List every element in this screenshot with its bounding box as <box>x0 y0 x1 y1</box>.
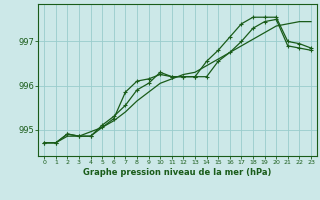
X-axis label: Graphe pression niveau de la mer (hPa): Graphe pression niveau de la mer (hPa) <box>84 168 272 177</box>
